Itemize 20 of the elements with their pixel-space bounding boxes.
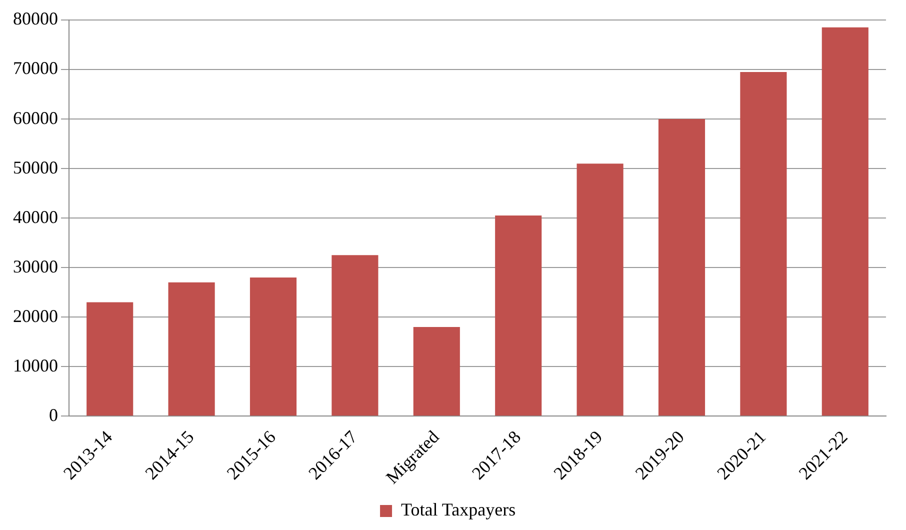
y-tick-label: 0 <box>49 404 58 425</box>
bar <box>658 119 706 416</box>
bar <box>576 164 624 416</box>
bar <box>168 282 215 416</box>
y-tick-label: 40000 <box>13 206 58 227</box>
legend-label: Total Taxpayers <box>401 500 516 520</box>
bar <box>495 216 542 416</box>
y-tick-label: 80000 <box>13 8 58 29</box>
y-tick-label: 20000 <box>13 306 58 326</box>
y-tick-label: 30000 <box>13 256 58 276</box>
bar <box>250 277 297 416</box>
y-tick-label: 50000 <box>13 157 58 178</box>
bar <box>86 302 134 416</box>
y-tick-label: 60000 <box>13 108 58 128</box>
bar <box>822 27 868 416</box>
bar <box>413 326 460 416</box>
y-tick-label: 70000 <box>13 58 58 78</box>
y-tick-label: 10000 <box>13 355 58 376</box>
bar <box>332 255 378 416</box>
bar <box>740 72 787 416</box>
